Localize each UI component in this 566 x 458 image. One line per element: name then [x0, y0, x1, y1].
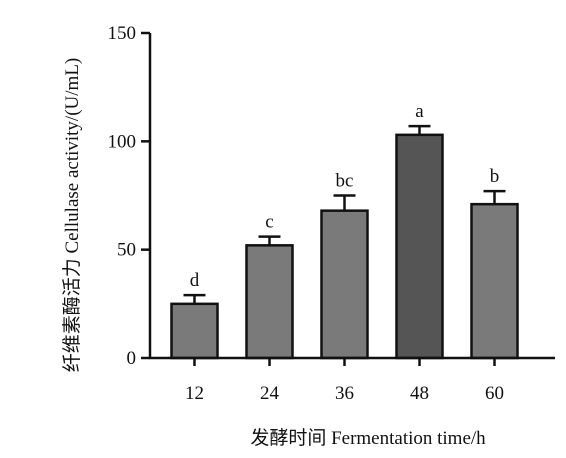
significance-label-12: d — [190, 270, 200, 291]
axes-group — [148, 33, 555, 360]
significance-label-24: c — [265, 212, 273, 233]
significance-label-60: b — [490, 166, 500, 187]
x-tick-label-24: 24 — [260, 383, 280, 404]
significance-labels-group: d c bc a b — [190, 101, 500, 291]
bar-48 — [395, 133, 444, 360]
x-tick-label-12: 12 — [185, 383, 204, 404]
x-tick-label-36: 36 — [335, 383, 354, 404]
x-tick-label-48: 48 — [410, 383, 429, 404]
error-bars-group — [183, 124, 506, 304]
x-tick-label-60: 60 — [485, 383, 504, 404]
bar-12 — [170, 302, 219, 360]
x-axis-title: 发酵时间 Fermentation time/h — [250, 427, 486, 449]
bar-36 — [320, 209, 369, 360]
y-tick-label-100: 100 — [108, 131, 137, 152]
y-axis-title: 纤维素酶活力 Cellulase activity/(U/mL) — [61, 58, 83, 373]
bar-24 — [245, 244, 294, 360]
bar-60 — [470, 202, 519, 360]
bars-group — [170, 133, 519, 360]
y-ticks-group: 0 50 100 150 — [108, 23, 150, 369]
significance-label-36: bc — [336, 171, 354, 192]
y-tick-label-150: 150 — [108, 23, 137, 44]
x-ticks-group: 12 24 36 48 60 — [185, 358, 504, 404]
significance-label-48: a — [415, 101, 424, 122]
y-tick-label-0: 0 — [127, 348, 137, 369]
y-tick-label-50: 50 — [117, 240, 136, 261]
